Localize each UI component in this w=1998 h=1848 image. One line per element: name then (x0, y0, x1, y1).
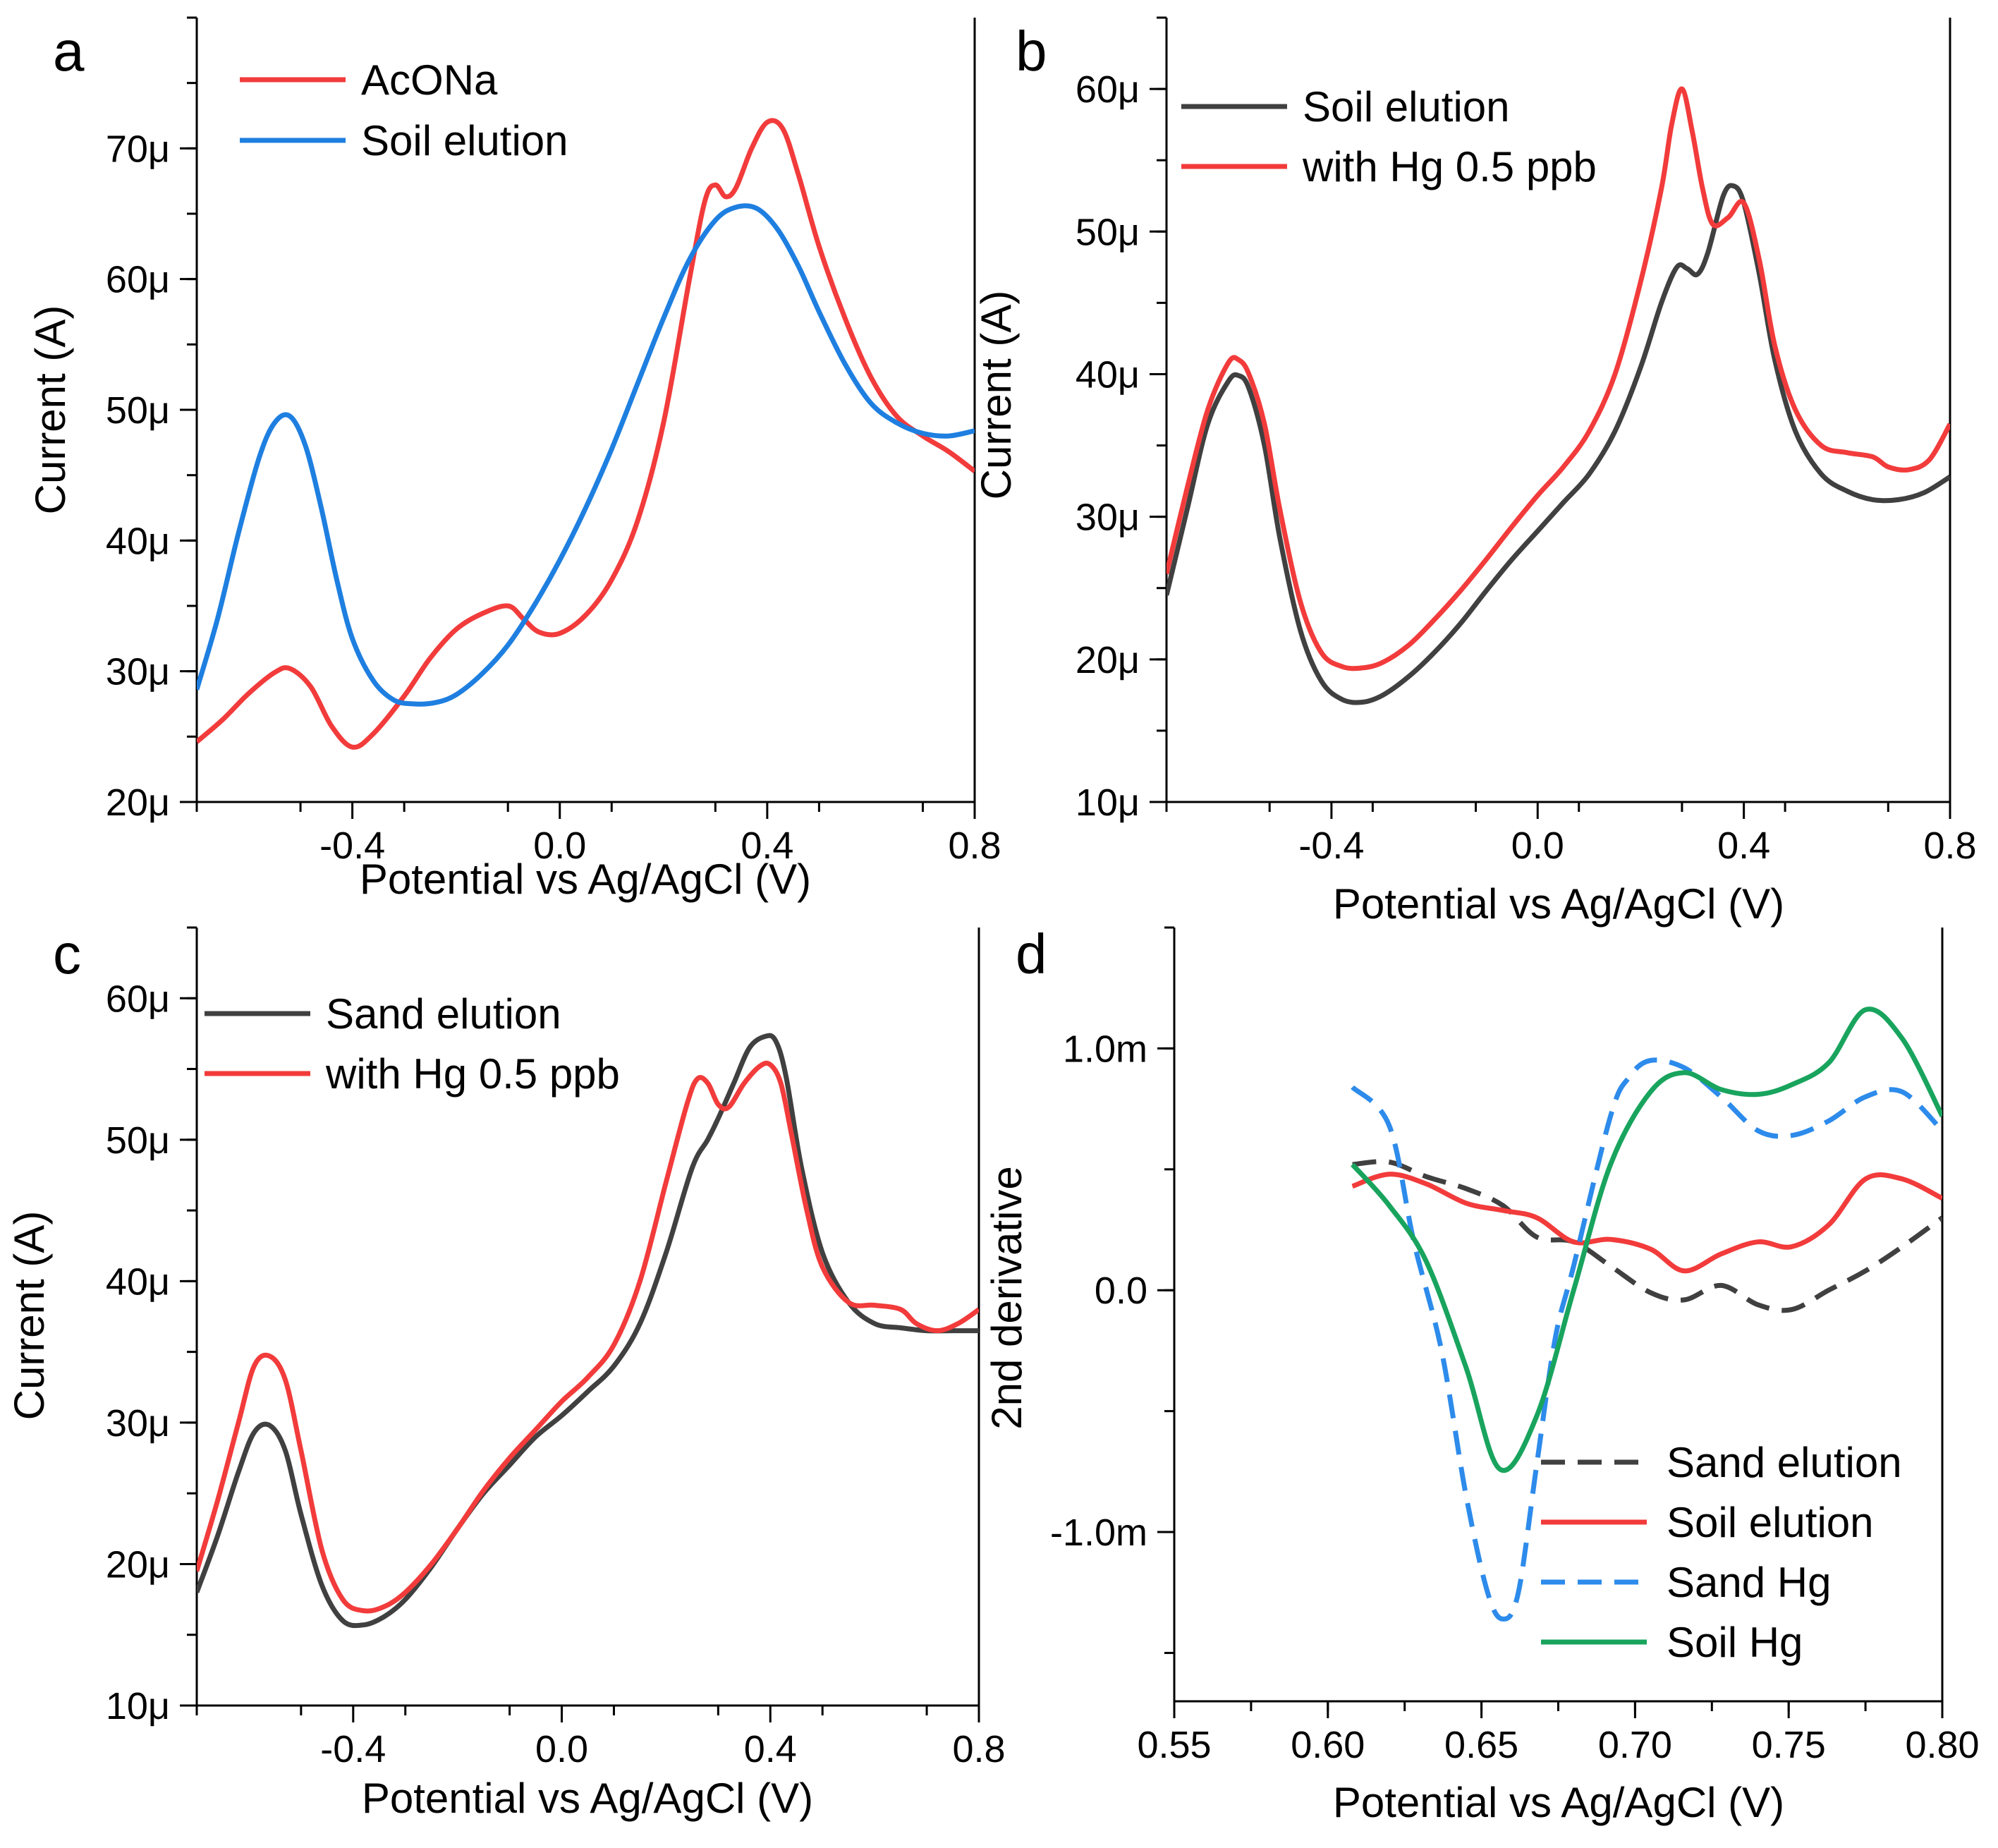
legend-label: Sand elution (326, 990, 561, 1038)
panel-a: -0.4 0.0 0.4 0.8 20μ 30μ 40μ 50μ 60μ 70μ Potential… (27, 16, 1001, 903)
x-tick-label: -0.4 (1298, 825, 1364, 867)
series-line-soil-elution (1351, 1172, 1942, 1274)
panel-d: 0.55 0.60 0.65 0.70 0.75 0.80 -1.0m 0.0 1.0m Pote… (983, 923, 1980, 1826)
x-tick-label: 0.55 (1137, 1724, 1211, 1766)
legend-label: AcONa (361, 56, 498, 104)
panel-letter: a (53, 20, 85, 83)
x-axis-label: Potential vs Ag/AgCl (V) (360, 856, 811, 903)
legend-label: with Hg 0.5 ppb (1302, 143, 1597, 190)
x-tick-label: 0.60 (1291, 1724, 1365, 1766)
x-tick-label: -0.4 (319, 825, 385, 867)
y-axis-label: Current (A) (27, 305, 74, 515)
y-tick-label: 60μ (106, 259, 170, 301)
y-tick-label: -1.0m (1050, 1512, 1147, 1554)
x-tick-label: -0.4 (320, 1728, 386, 1770)
panel-c: -0.4 0.0 0.4 0.8 10μ 20μ 30μ 40μ 50μ 60μ Potential… (6, 923, 1006, 1822)
x-axis-label: Potential vs Ag/AgCl (V) (1333, 880, 1784, 928)
x-tick-label: 0.65 (1444, 1724, 1518, 1766)
y-tick-label: 50μ (106, 1119, 170, 1162)
y-tick-label: 30μ (106, 651, 170, 693)
legend-label: with Hg 0.5 ppb (325, 1050, 620, 1098)
y-tick-label: 70μ (106, 128, 170, 170)
x-tick-label: 0.4 (741, 825, 793, 867)
legend-label: Soil Hg (1667, 1619, 1803, 1666)
x-tick-label: 0.8 (952, 1728, 1005, 1770)
series-group (1351, 1007, 1942, 1622)
x-tick-label: 0.0 (533, 825, 586, 867)
y-tick-label: 40μ (1076, 353, 1140, 396)
legend-label: Soil elution (1303, 83, 1510, 130)
panel-letter: c (53, 923, 81, 985)
axes: 0.55 0.60 0.65 0.70 0.75 0.80 -1.0m 0.0 1.0m (1050, 926, 1980, 1766)
x-tick-label: 0.0 (1511, 825, 1564, 867)
series-group (1166, 86, 1950, 705)
legend-label: Soil elution (1667, 1499, 1874, 1546)
legend: Soil elution with Hg 0.5 ppb (1181, 83, 1597, 190)
series-line-sand-elution (1352, 1159, 1942, 1313)
y-tick-label: 60μ (106, 978, 170, 1020)
x-tick-label: 0.75 (1752, 1724, 1826, 1766)
series-group (197, 1033, 979, 1629)
y-axis-label: Current (A) (6, 1211, 53, 1421)
y-tick-label: 20μ (106, 782, 170, 824)
series-line-sand-elution (197, 1033, 979, 1629)
y-tick-label: 40μ (106, 520, 170, 562)
y-axis-label: 2nd derivative (983, 1166, 1030, 1430)
x-axis-label: Potential vs Ag/AgCl (V) (1333, 1779, 1784, 1826)
axes: -0.4 0.0 0.4 0.8 20μ 30μ 40μ 50μ 60μ 70μ (106, 16, 1001, 867)
y-tick-label: 0.0 (1095, 1270, 1147, 1312)
y-axis-label: Current (A) (973, 291, 1020, 500)
y-tick-label: 20μ (106, 1543, 170, 1586)
x-tick-label: 0.70 (1598, 1724, 1672, 1766)
series-line-acona (197, 118, 975, 750)
panel-letter: b (1016, 20, 1047, 83)
y-tick-label: 10μ (106, 1685, 170, 1727)
series-line-with-hg-0-5-ppb (197, 1060, 979, 1614)
x-tick-label: 0.8 (1923, 825, 1976, 867)
y-tick-label: 50μ (106, 389, 170, 432)
series-line-soil-elution (1166, 183, 1950, 705)
series-line-soil-elution (197, 203, 975, 707)
legend-label: Sand Hg (1667, 1559, 1832, 1606)
y-tick-label: 30μ (106, 1402, 170, 1445)
x-tick-label: 0.80 (1905, 1724, 1979, 1766)
legend-label: Soil elution (361, 117, 568, 164)
legend: Sand elution with Hg 0.5 ppb (205, 990, 620, 1098)
x-tick-label: 0.4 (744, 1728, 797, 1770)
y-tick-label: 20μ (1076, 639, 1140, 681)
legend-label: Sand elution (1667, 1439, 1902, 1486)
x-tick-label: 0.8 (948, 825, 1001, 867)
legend: Sand elution Soil elution Sand Hg Soil Hg (1541, 1439, 1902, 1666)
x-tick-label: 0.0 (535, 1728, 588, 1770)
y-tick-label: 60μ (1076, 68, 1140, 111)
panel-b: -0.4 0.0 0.4 0.8 10μ 20μ 30μ 40μ 50μ 60μ Potential… (973, 16, 1977, 928)
y-tick-label: 30μ (1076, 497, 1140, 539)
axes: -0.4 0.0 0.4 0.8 10μ 20μ 30μ 40μ 50μ 60μ (106, 926, 1006, 1770)
legend: AcONa Soil elution (240, 56, 568, 164)
series-group (197, 118, 975, 750)
y-tick-label: 50μ (1076, 211, 1140, 253)
panel-letter: d (1016, 923, 1047, 985)
x-tick-label: 0.4 (1717, 825, 1770, 867)
y-tick-label: 10μ (1076, 782, 1140, 824)
y-tick-label: 40μ (106, 1260, 170, 1303)
series-line-soil-hg (1351, 1007, 1942, 1473)
x-axis-label: Potential vs Ag/AgCl (V) (362, 1775, 813, 1822)
axes: -0.4 0.0 0.4 0.8 10μ 20μ 30μ 40μ 50μ 60μ (1076, 16, 1977, 867)
series-line-with-hg-0-5-ppb (1166, 86, 1950, 671)
y-tick-label: 1.0m (1063, 1028, 1147, 1070)
